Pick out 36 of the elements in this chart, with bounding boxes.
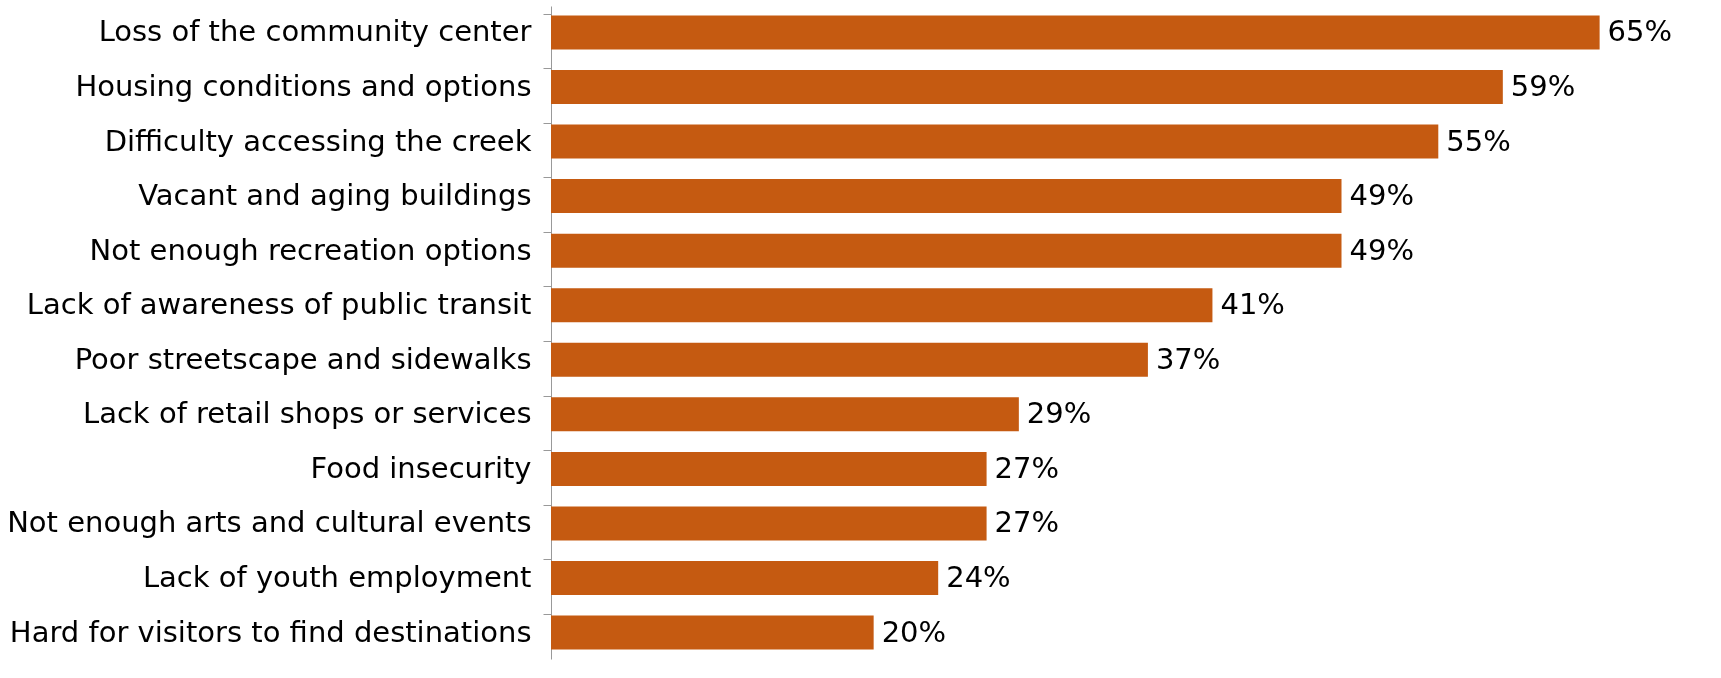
y-tick-label: Difficulty accessing the creek [104,123,532,158]
y-tick-label: Hard for visitors to find destinations [9,614,532,649]
y-tick-label: Not enough recreation options [89,232,532,267]
bar [551,179,1342,214]
data-label: 49% [1349,178,1414,213]
data-label: 65% [1607,14,1673,49]
y-tick-label: Lack of youth employment [142,559,532,594]
data-label: 24% [946,559,1011,594]
y-tick-label: Poor streetscape and sidewalks [74,341,532,376]
y-tick-label: Not enough arts and cultural events [7,505,532,540]
data-label: 37% [1155,341,1221,376]
bar [551,15,1600,50]
y-tick-label: Lack of retail shops or services [83,396,532,431]
data-label: 29% [1026,396,1092,431]
bar [551,506,987,541]
y-tick-label: Housing conditions and options [75,69,532,104]
y-tick-label: Lack of awareness of public transit [26,287,532,322]
bar [551,342,1148,377]
bar [551,70,1503,105]
data-label: 55% [1446,123,1511,158]
data-label: 49% [1349,232,1414,267]
bar [551,615,874,650]
data-label: 20% [881,614,947,649]
bar [551,560,939,595]
data-label: 27% [994,450,1060,485]
bar [551,233,1342,268]
y-tick-label: Food insecurity [310,450,532,485]
data-label: 27% [994,505,1060,540]
bar [551,288,1213,323]
bar [551,124,1439,159]
data-label: 41% [1220,287,1285,322]
y-tick-label: Vacant and aging buildings [138,178,532,213]
bar [551,397,1019,432]
bar [551,451,987,486]
data-label: 59% [1510,69,1576,104]
y-tick-label: Loss of the community center [98,14,532,49]
